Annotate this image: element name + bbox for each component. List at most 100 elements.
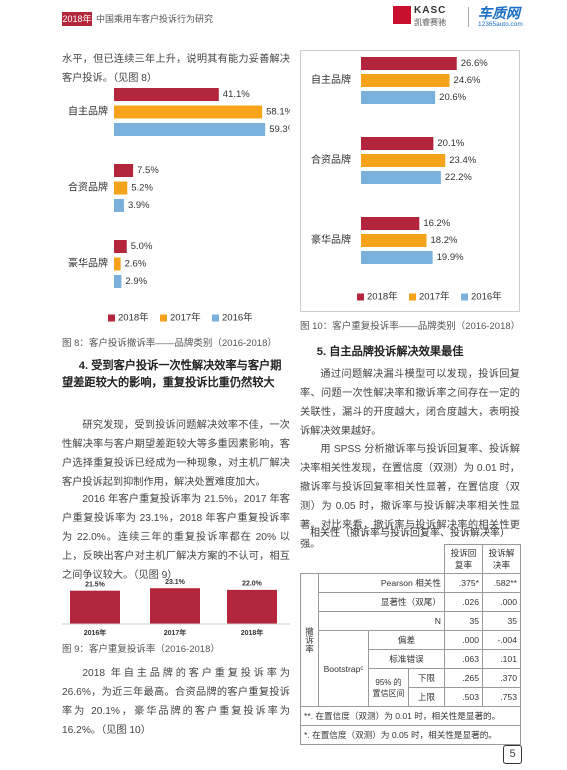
- category-label: 2017年: [164, 628, 187, 637]
- paragraph: 2016 年客户重复投诉率为 21.5%，2017 年客户重复投诉率为 23.1…: [62, 494, 290, 581]
- row-label: 显著性（双尾）: [318, 592, 445, 612]
- divider: [468, 7, 469, 27]
- row-label: 标准错误: [368, 649, 445, 669]
- legend-label: 2018年: [118, 312, 149, 324]
- bar: [227, 589, 277, 624]
- value-label: 7.5%: [137, 165, 159, 176]
- bar: [361, 74, 450, 87]
- header-title: 中国乘用车客户投诉行为研究: [96, 14, 214, 24]
- logo-czw-url: 12365auto.com: [478, 21, 523, 28]
- cell: .753: [482, 687, 521, 707]
- cell: .370: [482, 668, 521, 688]
- figure-8: 自主品牌 41.1% 58.1% 59.3% 合资品牌 7.5% 5.2% 3.9% 豪华品牌 5…: [68, 88, 290, 324]
- column-header: 投诉解决率: [482, 544, 521, 574]
- row-group: 撤诉率: [300, 573, 319, 707]
- value-label: 2.6%: [125, 259, 147, 270]
- category-label: 豪华品牌: [311, 233, 351, 246]
- bar: [361, 251, 433, 264]
- column-header: 投诉回复率: [444, 544, 483, 574]
- value-label: 58.1%: [266, 107, 290, 118]
- cell: .503: [444, 687, 483, 707]
- bar: [150, 588, 200, 624]
- value-label: 21.5%: [85, 582, 106, 589]
- table: 投诉回复率 投诉解决率 撤诉率 Pearson 相关性 .375* .582** 显著性…: [300, 544, 521, 745]
- heading: 5. 自主品牌投诉解决效果最佳: [316, 346, 464, 358]
- category-label: 合资品牌: [68, 181, 108, 194]
- row-label: 偏差: [368, 630, 445, 650]
- legend-label: 2017年: [170, 312, 201, 324]
- category-label: 豪华品牌: [68, 257, 108, 270]
- cell: .375*: [444, 573, 483, 593]
- bar: [361, 217, 420, 230]
- legend-label: 2018年: [367, 291, 398, 303]
- bar: [361, 234, 427, 247]
- table-note: **. 在置信度（双测）为 0.01 时，相关性是显著的。: [300, 706, 521, 726]
- bar: [361, 57, 457, 70]
- bar: [361, 154, 446, 167]
- bar: [361, 91, 436, 104]
- category-label: 2018年: [241, 628, 264, 637]
- logo-kasc: KASC: [414, 5, 447, 16]
- value-label: 22.0%: [242, 581, 263, 588]
- header-year: 2018年: [62, 12, 92, 26]
- value-label: 23.4%: [449, 155, 476, 166]
- caption: 图 9：客户重复投诉率（2016-2018）: [62, 644, 220, 655]
- legend-swatch: [461, 293, 468, 301]
- row-label: 上限: [408, 687, 445, 707]
- value-label: 5.2%: [131, 183, 153, 194]
- value-label: 5.0%: [131, 241, 153, 252]
- figure-10: 自主品牌 26.6% 24.6% 20.6% 合资品牌 20.1% 23.4% 22.2% 豪华…: [300, 50, 520, 312]
- bar: [361, 137, 434, 150]
- cell: .063: [444, 649, 483, 669]
- bar: [114, 257, 121, 271]
- page-number: 5: [503, 745, 522, 764]
- value-label: 26.6%: [461, 58, 488, 69]
- legend-label: 2017年: [419, 291, 450, 303]
- legend-swatch: [108, 314, 115, 322]
- bar: [361, 171, 441, 184]
- bar: [114, 164, 134, 177]
- logo-czw: 车质网: [478, 5, 520, 21]
- row-label: N: [318, 611, 445, 631]
- bar: [114, 88, 219, 101]
- caption: 图 8：客户投诉撤诉率——品牌类别（2016-2018）: [62, 338, 277, 349]
- table-title: 相关性（撤诉率与投诉回复率、投诉解决率）: [310, 528, 510, 539]
- bar: [114, 275, 122, 288]
- bar: [114, 240, 127, 253]
- row-label: Pearson 相关性: [318, 573, 445, 593]
- value-label: 24.6%: [454, 75, 481, 86]
- category-label: 合资品牌: [311, 153, 351, 166]
- legend-swatch: [357, 293, 364, 301]
- caption: 图 10：客户重复投诉率——品牌类别（2016-2018）: [300, 321, 521, 332]
- bar: [114, 105, 263, 119]
- heading: 4. 受到客户投诉一次性解决效率与客户期望差距较大的影响，重复投诉比重仍然较大: [62, 360, 282, 389]
- value-label: 41.1%: [223, 89, 250, 100]
- cell: .265: [444, 668, 483, 688]
- cell: .026: [444, 592, 483, 612]
- row-group: Bootstrapᶜ: [318, 630, 369, 707]
- paragraph: 研究发现，受到投诉问题解决效率不佳，一次性解决率与客户期望差距较大等多重因素影响…: [62, 420, 290, 488]
- cell: 35: [482, 611, 521, 631]
- legend-swatch: [160, 314, 167, 322]
- value-label: 22.2%: [445, 172, 472, 183]
- legend-swatch: [409, 293, 416, 301]
- value-label: 2.9%: [125, 276, 147, 287]
- value-label: 18.2%: [431, 235, 458, 246]
- cell: -.004: [482, 630, 521, 650]
- value-label: 19.9%: [437, 252, 464, 263]
- value-label: 23.1%: [165, 579, 186, 586]
- figure-9: 21.5% 2016年 23.1% 2017年 22.0% 2018年: [62, 579, 290, 637]
- cell: .582**: [482, 573, 521, 593]
- cell: .000: [444, 630, 483, 650]
- cell: .101: [482, 649, 521, 669]
- row-group: 95% 的置信区间: [368, 668, 409, 707]
- bar: [114, 123, 266, 136]
- cell: 35: [444, 611, 483, 631]
- row-label: 下限: [408, 668, 445, 688]
- bar: [114, 181, 128, 195]
- value-label: 59.3%: [269, 124, 290, 135]
- kasc-icon: [393, 6, 411, 24]
- paragraph: 2018 年自主品牌的客户重复投诉率为 26.6%，为近三年最高。合资品牌的客户…: [62, 668, 290, 736]
- category-label: 自主品牌: [68, 105, 108, 118]
